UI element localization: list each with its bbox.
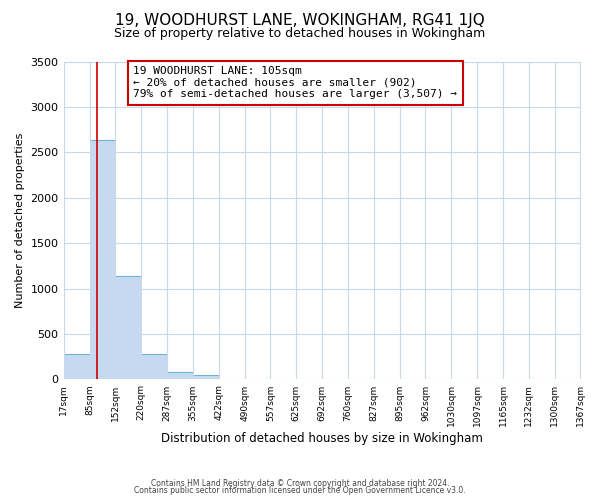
- Text: Contains public sector information licensed under the Open Government Licence v3: Contains public sector information licen…: [134, 486, 466, 495]
- Bar: [167, 372, 193, 380]
- Bar: [193, 376, 218, 380]
- Bar: [141, 354, 167, 380]
- Text: Size of property relative to detached houses in Wokingham: Size of property relative to detached ho…: [115, 28, 485, 40]
- Text: 19 WOODHURST LANE: 105sqm
← 20% of detached houses are smaller (902)
79% of semi: 19 WOODHURST LANE: 105sqm ← 20% of detac…: [133, 66, 457, 100]
- Bar: [115, 276, 141, 380]
- Bar: [64, 354, 89, 380]
- Text: 19, WOODHURST LANE, WOKINGHAM, RG41 1JQ: 19, WOODHURST LANE, WOKINGHAM, RG41 1JQ: [115, 12, 485, 28]
- Y-axis label: Number of detached properties: Number of detached properties: [15, 133, 25, 308]
- Text: Contains HM Land Registry data © Crown copyright and database right 2024.: Contains HM Land Registry data © Crown c…: [151, 478, 449, 488]
- X-axis label: Distribution of detached houses by size in Wokingham: Distribution of detached houses by size …: [161, 432, 483, 445]
- Bar: [89, 140, 115, 380]
